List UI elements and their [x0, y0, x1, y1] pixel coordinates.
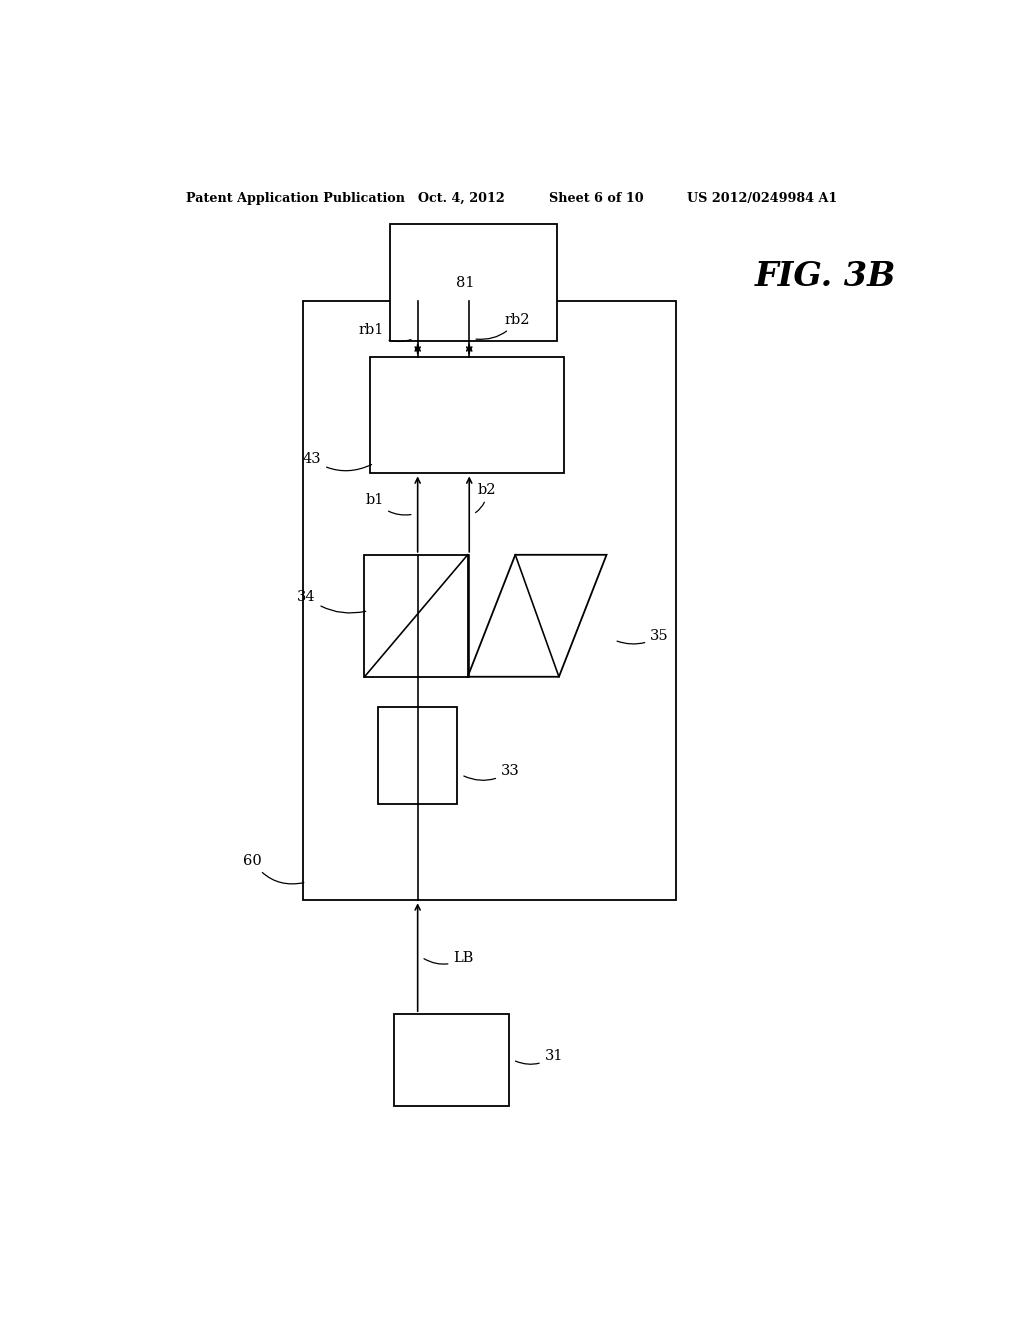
Text: Oct. 4, 2012: Oct. 4, 2012 [418, 191, 505, 205]
Bar [378, 708, 458, 804]
Text: FIG. 3B: FIG. 3B [755, 260, 896, 293]
Text: 60: 60 [243, 854, 304, 884]
Bar [390, 224, 557, 342]
Bar [370, 356, 564, 474]
Text: Sheet 6 of 10: Sheet 6 of 10 [549, 191, 643, 205]
Text: 34: 34 [297, 590, 366, 612]
Text: 31: 31 [515, 1049, 563, 1064]
Text: Patent Application Publication: Patent Application Publication [186, 191, 404, 205]
Text: LB: LB [424, 952, 474, 965]
Bar [365, 554, 468, 677]
Text: b2: b2 [475, 483, 496, 512]
Text: 33: 33 [464, 764, 520, 780]
Bar [394, 1014, 509, 1106]
Text: b1: b1 [367, 492, 411, 515]
Text: 43: 43 [303, 453, 372, 471]
Text: rb1: rb1 [358, 322, 411, 342]
Text: rb2: rb2 [476, 313, 530, 339]
Polygon shape [468, 554, 606, 677]
Text: 35: 35 [617, 630, 669, 644]
Text: US 2012/0249984 A1: US 2012/0249984 A1 [687, 191, 838, 205]
Text: 81: 81 [456, 276, 474, 290]
Bar [303, 301, 676, 900]
